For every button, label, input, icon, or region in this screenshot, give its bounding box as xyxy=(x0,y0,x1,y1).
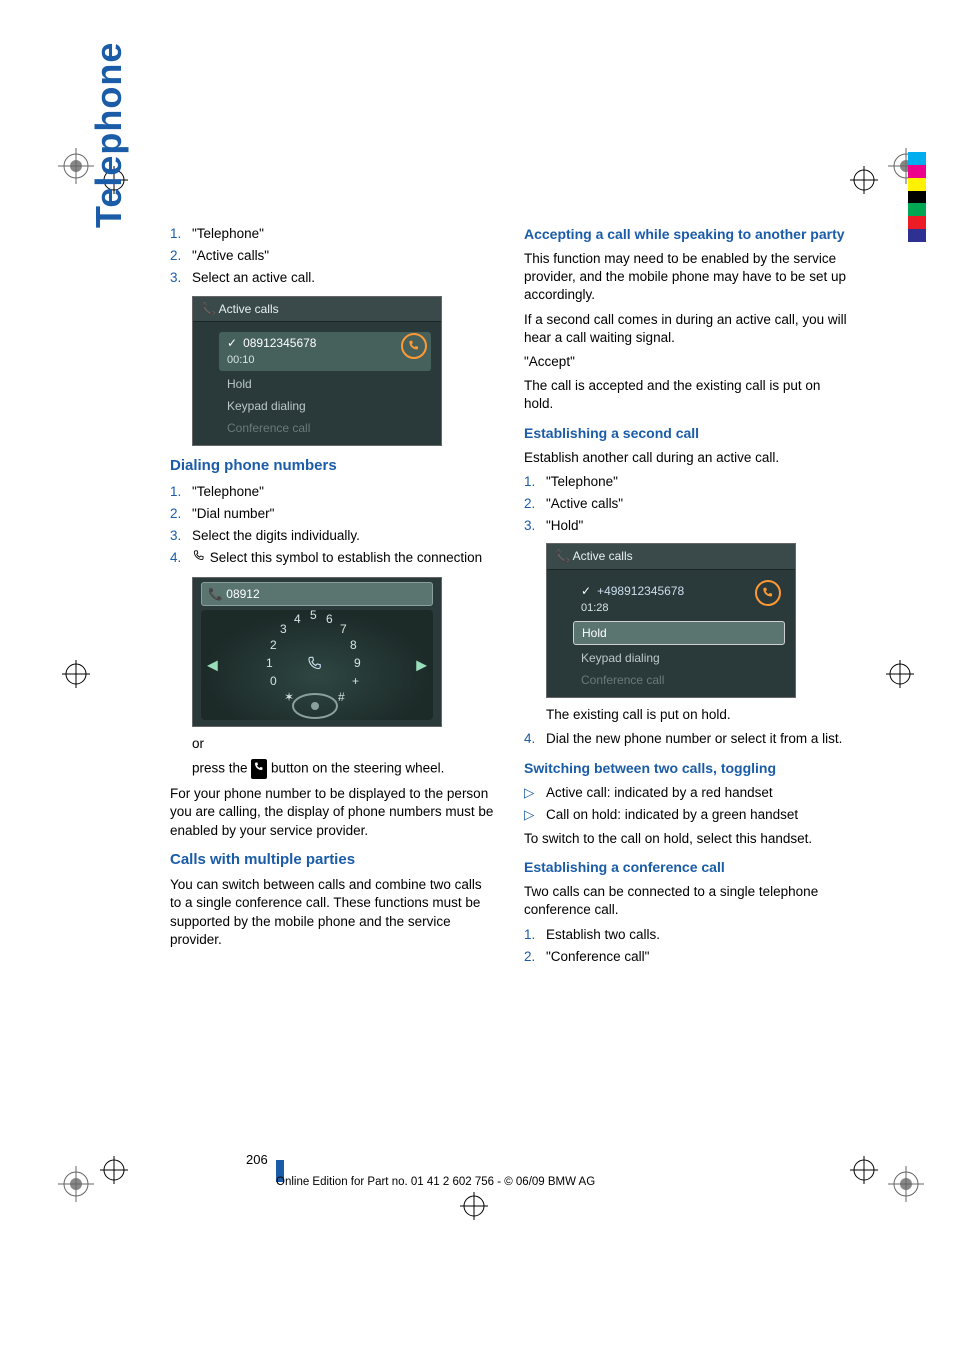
screenshot-row: Conference call xyxy=(193,417,441,439)
screenshot-row: Hold xyxy=(193,373,441,395)
dialing-list: 1."Telephone" 2."Dial number" 3.Select t… xyxy=(170,483,496,569)
est2-list: 1."Telephone" 2."Active calls" 3."Hold" xyxy=(524,473,850,536)
right-column: Accepting a call while speaking to anoth… xyxy=(524,225,850,972)
list-item: "Telephone" xyxy=(192,483,496,501)
paragraph: The call is accepted and the existing ca… xyxy=(524,377,850,413)
est2-list-cont: 4.Dial the new phone number or select it… xyxy=(524,730,850,748)
page: Telephone 1."Telephone" 2."Active calls"… xyxy=(0,0,954,1350)
paragraph: If a second call comes in during an acti… xyxy=(524,311,850,347)
press-line: press the button on the steering wheel. xyxy=(192,759,496,779)
switch-bullets: ▷Active call: indicated by a red handset… xyxy=(524,784,850,824)
list-item: Call on hold: indicated by a green hands… xyxy=(546,806,798,824)
screenshot-row-active: ✓08912345678 00:10 xyxy=(219,332,431,371)
heading-conference: Establishing a conference call xyxy=(524,858,850,877)
list-item: "Active calls" xyxy=(546,495,850,513)
list-item: "Active calls" xyxy=(192,247,496,265)
cross-tr xyxy=(850,166,878,194)
paragraph: Establish another call during an active … xyxy=(524,449,850,467)
paragraph: The existing call is put on hold. xyxy=(546,706,850,724)
screenshot-dialer: 📞 08912 ◀▶ 5 4 6 3 7 2 8 1 9 0 + xyxy=(192,577,442,727)
screenshot-row-active: ✓+498912345678 01:28 xyxy=(573,580,785,619)
paragraph: Two calls can be connected to a single t… xyxy=(524,883,850,919)
cross-bc xyxy=(460,1192,488,1220)
screenshot-title: 📞 Active calls xyxy=(193,297,441,322)
heading-accepting: Accepting a call while speaking to anoth… xyxy=(524,225,850,244)
heading-multiparty: Calls with multiple parties xyxy=(170,850,496,870)
screenshot-row: Keypad dialing xyxy=(547,647,795,669)
display-paragraph: For your phone number to be displayed to… xyxy=(170,785,496,840)
list-item: "Telephone" xyxy=(546,473,850,491)
screenshot-title: 📞 Active calls xyxy=(547,544,795,569)
screenshot-row: Keypad dialing xyxy=(193,395,441,417)
list-item: Select this symbol to establish the conn… xyxy=(192,549,496,568)
cross-bl xyxy=(100,1156,128,1184)
intro-list: 1."Telephone" 2."Active calls" 3.Select … xyxy=(170,225,496,288)
side-tab-telephone: Telephone xyxy=(88,42,130,228)
reg-mark-bl xyxy=(58,1166,94,1202)
dialer-keypad: ◀▶ 5 4 6 3 7 2 8 1 9 0 + ✶ # xyxy=(201,610,433,720)
heading-dialing: Dialing phone numbers xyxy=(170,456,496,476)
screenshot-row: Conference call xyxy=(547,669,795,691)
list-item: "Conference call" xyxy=(546,948,850,966)
paragraph: This function may need to be enabled by … xyxy=(524,250,850,305)
screenshot-row-highlighted: Hold xyxy=(573,621,785,645)
multiparty-paragraph: You can switch between calls and combine… xyxy=(170,876,496,949)
left-column: 1."Telephone" 2."Active calls" 3.Select … xyxy=(170,225,496,972)
color-bar xyxy=(908,152,926,242)
list-item: Select an active call. xyxy=(192,269,496,287)
reg-mark-br xyxy=(888,1166,924,1202)
screenshot-active-calls-1: 📞 Active calls ✓08912345678 00:10 Hold K… xyxy=(192,296,442,447)
heading-switching: Switching between two calls, toggling xyxy=(524,759,850,778)
conf-list: 1.Establish two calls. 2."Conference cal… xyxy=(524,926,850,966)
paragraph: "Accept" xyxy=(524,353,850,371)
list-item: "Telephone" xyxy=(192,225,496,243)
handset-icon xyxy=(192,549,206,568)
list-item: "Dial number" xyxy=(192,505,496,523)
page-number: 206 xyxy=(246,1152,268,1167)
dialer-number-strip: 📞 08912 xyxy=(201,582,433,606)
list-item: Active call: indicated by a red handset xyxy=(546,784,773,802)
list-item: Establish two calls. xyxy=(546,926,850,944)
list-item: Select the digits individually. xyxy=(192,527,496,545)
footer-text: Online Edition for Part no. 01 41 2 602 … xyxy=(276,1176,595,1188)
cross-ml xyxy=(62,660,90,688)
content-columns: 1."Telephone" 2."Active calls" 3.Select … xyxy=(170,225,850,972)
phone-button-icon xyxy=(251,759,267,779)
cross-mr xyxy=(886,660,914,688)
list-item: Dial the new phone number or select it f… xyxy=(546,730,850,748)
list-item: "Hold" xyxy=(546,517,850,535)
screenshot-active-calls-2: 📞 Active calls ✓+498912345678 01:28 Hold… xyxy=(546,543,796,698)
cross-br xyxy=(850,1156,878,1184)
heading-second-call: Establishing a second call xyxy=(524,424,850,443)
paragraph: To switch to the call on hold, select th… xyxy=(524,830,850,848)
handset-ring-icon xyxy=(401,333,427,359)
